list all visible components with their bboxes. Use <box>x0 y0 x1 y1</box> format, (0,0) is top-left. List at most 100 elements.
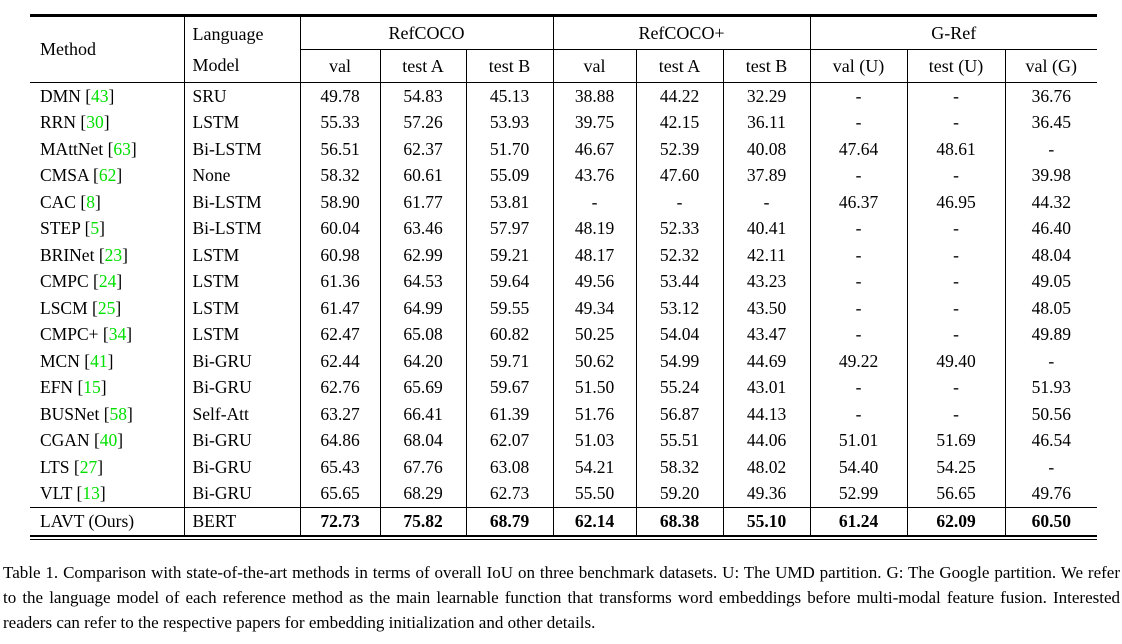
table-row: EFN [15] Bi-GRU 62.76 65.69 59.67 51.50 55.24 4… <box>30 374 1098 401</box>
citation-number: 30 <box>86 112 104 133</box>
language-model-cell: LSTM <box>183 295 300 322</box>
value-cell: 46.67 <box>552 136 636 163</box>
method-name: RRN <box>40 112 76 133</box>
column-header-language-model: Language Model <box>183 17 300 83</box>
table-bottom-rule-thin <box>30 538 1097 540</box>
value-cell: 54.21 <box>552 454 636 481</box>
value-cell: 54.25 <box>906 454 1006 481</box>
value-cell: 50.25 <box>552 321 636 348</box>
value-cell: 46.54 <box>1004 427 1098 454</box>
method-name: EFN <box>40 377 74 398</box>
subheader-gref-valG: val (G) <box>1004 49 1098 83</box>
subheader-refcoco-val: val <box>299 49 380 83</box>
method-cell: MAttNet [63] <box>40 138 137 159</box>
language-model-cell: Bi-GRU <box>183 348 300 375</box>
value-cell: 59.55 <box>465 295 553 322</box>
value-cell: 58.90 <box>299 189 380 216</box>
value-cell: 65.65 <box>299 480 380 508</box>
method-name: LAVT (Ours) <box>40 510 135 531</box>
value-cell: 61.36 <box>299 268 380 295</box>
value-cell: 40.08 <box>722 136 811 163</box>
value-cell: 52.99 <box>809 480 908 508</box>
value-cell: 60.50 <box>1004 507 1098 535</box>
value-cell: - <box>809 268 908 295</box>
citation-number: 41 <box>90 350 108 371</box>
method-name: BRINet <box>40 244 95 265</box>
method-name: CMPC <box>40 271 89 292</box>
value-cell: 55.24 <box>635 374 723 401</box>
value-cell: - <box>722 189 811 216</box>
subheader-refcocoplus-val: val <box>552 49 636 83</box>
value-cell: 48.02 <box>722 454 811 481</box>
value-cell: 55.50 <box>552 480 636 508</box>
value-cell: 68.79 <box>465 507 553 535</box>
language-model-cell: LSTM <box>183 321 300 348</box>
table-row: DMN [43] SRU 49.78 54.83 45.13 38.88 44.22 32.2… <box>30 82 1098 110</box>
subheader-gref-valU: val (U) <box>809 49 908 83</box>
table-row: BUSNet [58] Self-Att 63.27 66.41 61.39 51.76 5… <box>30 401 1098 428</box>
value-cell: 46.40 <box>1004 215 1098 242</box>
value-cell: 37.89 <box>722 162 811 189</box>
method-name: CAC <box>40 191 76 212</box>
table-row: RRN [30] LSTM 55.33 57.26 53.93 39.75 42.15 36.… <box>30 109 1098 136</box>
citation-number: 34 <box>108 324 127 345</box>
value-cell: 56.51 <box>299 136 380 163</box>
value-cell: 51.76 <box>552 401 636 428</box>
language-model-cell: None <box>183 162 300 189</box>
value-cell: 57.26 <box>379 109 466 136</box>
table-row: CMPC+ [34] LSTM 62.47 65.08 60.82 50.25 54.04 4… <box>30 321 1098 348</box>
method-name: CGAN <box>40 430 90 451</box>
value-cell: - <box>906 321 1006 348</box>
table-row: BRINet [23] LSTM 60.98 62.99 59.21 48.17 52.32… <box>30 242 1098 269</box>
value-cell: 51.01 <box>809 427 908 454</box>
group-header-refcoco: RefCOCO <box>299 17 553 50</box>
value-cell: 36.76 <box>1004 82 1098 110</box>
citation-number: 23 <box>104 244 123 265</box>
language-model-cell: Bi-GRU <box>183 480 300 508</box>
language-model-cell: LSTM <box>183 268 300 295</box>
value-cell: 59.20 <box>635 480 723 508</box>
language-model-cell: Bi-GRU <box>183 454 300 481</box>
value-cell: 49.36 <box>722 480 811 508</box>
citation-number: 63 <box>113 138 131 159</box>
table-row: CGAN [40] Bi-GRU 64.86 68.04 62.07 51.03 55.51… <box>30 427 1098 454</box>
value-cell: 58.32 <box>635 454 723 481</box>
value-cell: - <box>809 109 908 136</box>
value-cell: - <box>906 82 1006 110</box>
value-cell: 60.61 <box>379 162 466 189</box>
group-header-gref: G-Ref <box>809 17 1098 50</box>
value-cell: 68.29 <box>379 480 466 508</box>
method-name: STEP <box>40 218 81 239</box>
value-cell: 62.14 <box>552 507 636 535</box>
value-cell: 48.61 <box>906 136 1006 163</box>
value-cell: - <box>1004 454 1098 481</box>
value-cell: - <box>809 374 908 401</box>
citation-number: 40 <box>99 430 118 451</box>
citation-number: 24 <box>98 271 117 292</box>
value-cell: 38.88 <box>552 82 636 110</box>
value-cell: 54.40 <box>809 454 908 481</box>
value-cell: 64.99 <box>379 295 466 322</box>
value-cell: 47.64 <box>809 136 908 163</box>
method-name: MAttNet <box>40 138 104 159</box>
value-cell: 36.11 <box>722 109 811 136</box>
method-cell: VLT [13] <box>40 483 106 504</box>
subheader-refcocoplus-testB: test B <box>722 49 811 83</box>
value-cell: 64.20 <box>379 348 466 375</box>
value-cell: - <box>906 401 1006 428</box>
value-cell: - <box>809 215 908 242</box>
method-cell: LTS [27] <box>40 456 104 477</box>
value-cell: 39.75 <box>552 109 636 136</box>
table-header: Method Language Model RefCOCO RefCOCO+ G… <box>30 17 1098 83</box>
value-cell: 61.39 <box>465 401 553 428</box>
value-cell: 59.21 <box>465 242 553 269</box>
value-cell: 63.27 <box>299 401 380 428</box>
language-model-cell: Bi-LSTM <box>183 189 300 216</box>
table-row: STEP [5] Bi-LSTM 60.04 63.46 57.97 48.19 52.33… <box>30 215 1098 242</box>
value-cell: 54.04 <box>635 321 723 348</box>
value-cell: 63.08 <box>465 454 553 481</box>
value-cell: - <box>809 321 908 348</box>
value-cell: - <box>906 242 1006 269</box>
value-cell: 62.09 <box>906 507 1006 535</box>
value-cell: 53.81 <box>465 189 553 216</box>
